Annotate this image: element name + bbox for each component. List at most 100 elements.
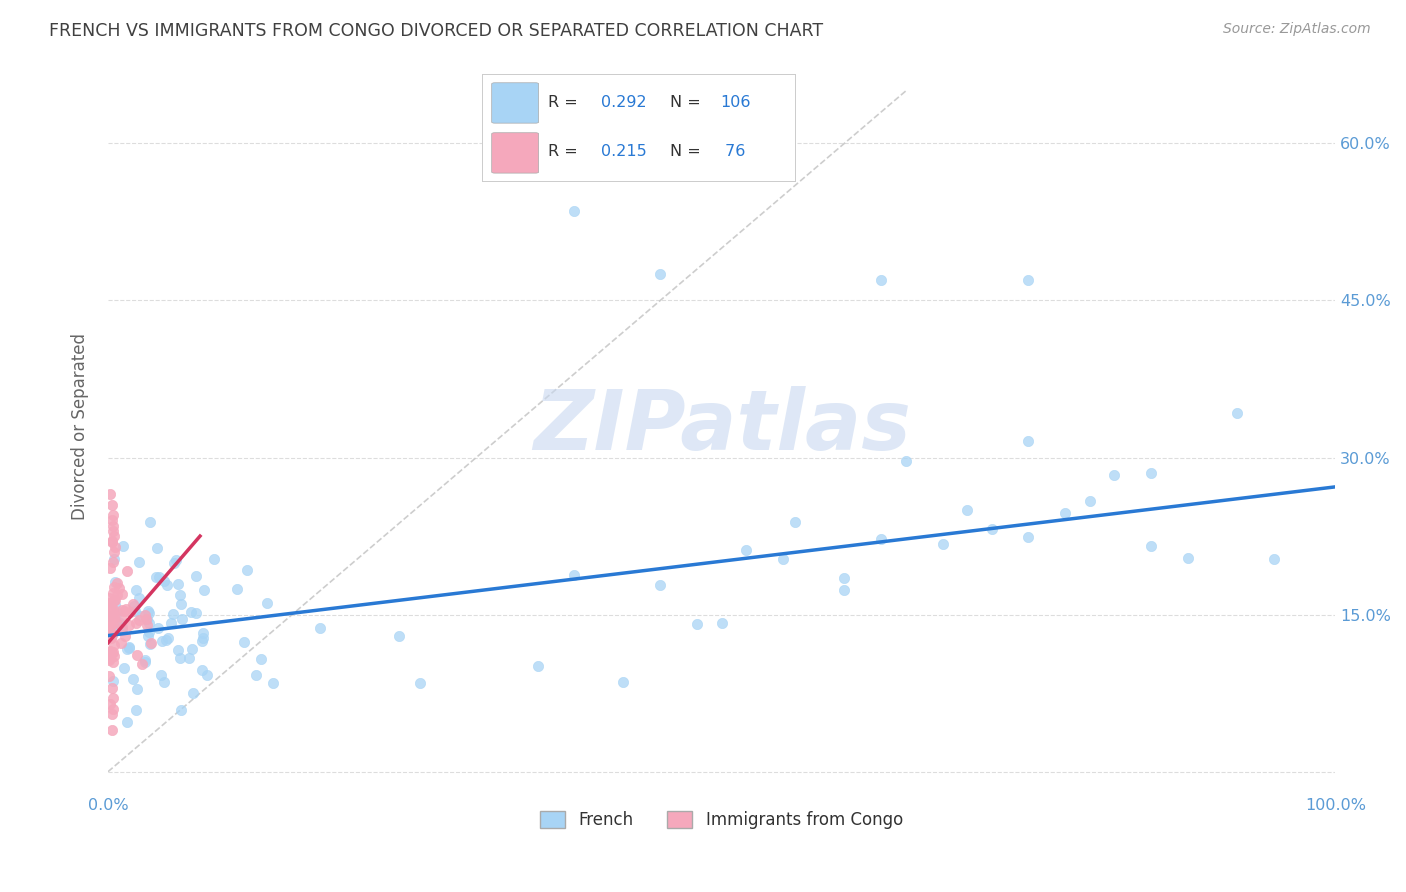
- Point: [409, 676, 432, 690]
- Point: [193, 583, 215, 598]
- Point: [97, 650, 120, 665]
- Point: [124, 604, 146, 618]
- Point: [980, 522, 1002, 536]
- Point: [245, 668, 267, 682]
- Point: [111, 587, 134, 601]
- Point: [191, 632, 214, 646]
- Point: [98, 609, 121, 624]
- Point: [103, 617, 125, 632]
- Point: [225, 582, 247, 596]
- Point: [98, 619, 121, 633]
- Point: [1104, 467, 1126, 482]
- Point: [195, 667, 218, 681]
- Point: [125, 615, 148, 630]
- Point: [104, 598, 127, 612]
- Point: [100, 560, 122, 574]
- Point: [134, 607, 156, 622]
- Point: [181, 642, 204, 657]
- Point: [710, 615, 733, 630]
- Text: ZIPatlas: ZIPatlas: [533, 385, 911, 467]
- Point: [100, 707, 122, 722]
- Point: [97, 652, 120, 666]
- Point: [735, 542, 758, 557]
- Point: [98, 644, 121, 658]
- Point: [110, 635, 132, 649]
- Point: [139, 515, 162, 529]
- Point: [115, 715, 138, 730]
- Point: [1140, 539, 1163, 553]
- Point: [101, 606, 124, 620]
- Point: [98, 597, 121, 611]
- Point: [150, 633, 173, 648]
- Point: [772, 552, 794, 566]
- Point: [136, 612, 159, 626]
- Point: [101, 655, 124, 669]
- Point: [138, 629, 160, 643]
- Point: [148, 570, 170, 584]
- Point: [101, 673, 124, 688]
- Point: [236, 563, 259, 577]
- Point: [111, 540, 134, 554]
- Point: [159, 615, 181, 630]
- Point: [134, 653, 156, 667]
- Point: [101, 646, 124, 660]
- Point: [101, 645, 124, 659]
- Point: [162, 607, 184, 622]
- Point: [97, 650, 120, 665]
- Point: [169, 650, 191, 665]
- Point: [1017, 530, 1039, 544]
- Point: [262, 676, 284, 690]
- Point: [184, 569, 207, 583]
- Point: [103, 610, 125, 624]
- Point: [650, 267, 672, 281]
- Point: [125, 682, 148, 697]
- Point: [894, 454, 917, 468]
- Point: [97, 606, 120, 620]
- Point: [169, 597, 191, 611]
- Point: [105, 615, 128, 629]
- Point: [118, 618, 141, 632]
- Point: [100, 681, 122, 695]
- Point: [98, 624, 121, 639]
- Point: [105, 607, 128, 621]
- Point: [122, 599, 145, 613]
- Point: [166, 577, 188, 591]
- Point: [107, 623, 129, 637]
- Point: [121, 672, 143, 686]
- Point: [97, 621, 120, 635]
- Point: [98, 596, 121, 610]
- Point: [136, 604, 159, 618]
- Point: [121, 597, 143, 611]
- Point: [101, 524, 124, 538]
- Point: [100, 601, 122, 615]
- Point: [146, 621, 169, 635]
- Point: [117, 564, 139, 578]
- Point: [180, 605, 202, 619]
- Point: [112, 604, 135, 618]
- Point: [956, 502, 979, 516]
- Point: [129, 608, 152, 623]
- Point: [1054, 507, 1077, 521]
- Point: [153, 574, 176, 588]
- Point: [103, 529, 125, 543]
- Text: FRENCH VS IMMIGRANTS FROM CONGO DIVORCED OR SEPARATED CORRELATION CHART: FRENCH VS IMMIGRANTS FROM CONGO DIVORCED…: [49, 22, 824, 40]
- Point: [128, 555, 150, 569]
- Point: [834, 583, 856, 598]
- Point: [101, 602, 124, 616]
- Point: [101, 518, 124, 533]
- Point: [115, 642, 138, 657]
- Point: [111, 620, 134, 634]
- Point: [250, 652, 273, 666]
- Point: [105, 588, 128, 602]
- Point: [127, 648, 149, 662]
- Point: [100, 487, 122, 501]
- Point: [179, 650, 201, 665]
- Point: [103, 648, 125, 663]
- Point: [98, 596, 121, 610]
- Point: [135, 612, 157, 626]
- Point: [103, 639, 125, 653]
- Point: [526, 658, 548, 673]
- Point: [101, 586, 124, 600]
- Point: [112, 661, 135, 675]
- Point: [101, 691, 124, 706]
